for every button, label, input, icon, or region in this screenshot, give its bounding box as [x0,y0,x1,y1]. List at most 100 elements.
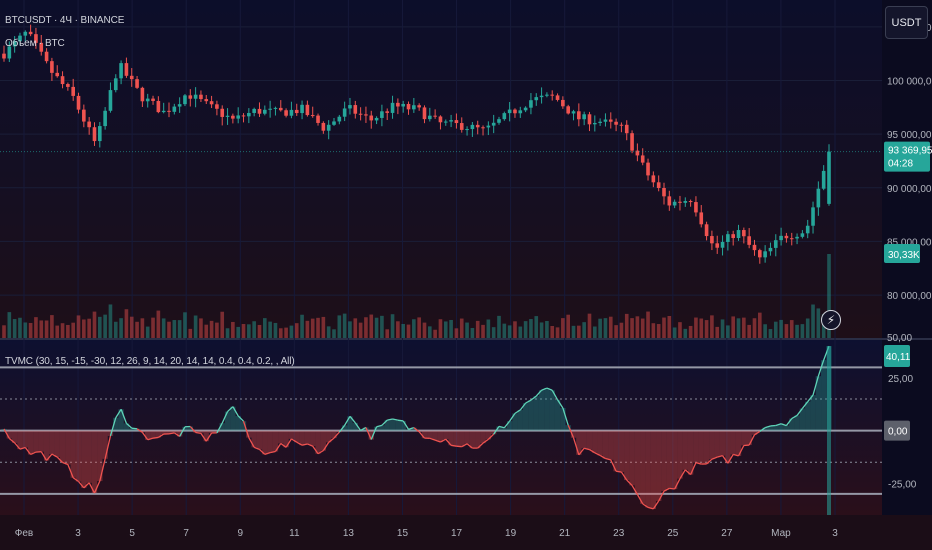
indicator-histogram-bar [161,430,167,435]
candle-body [358,113,363,115]
volume-bar [630,318,634,338]
indicator-line [237,415,244,422]
candle-body [720,241,725,248]
candle-body [342,108,347,117]
volume-bar [151,317,155,338]
volume-bar [619,322,624,338]
volume-bar [12,319,17,338]
volume-bar [545,321,549,338]
indicator-line [541,387,548,391]
candle-body [587,114,592,125]
candle-body [507,109,512,114]
indicator-line [551,389,559,401]
indicator-histogram-bar [49,430,55,455]
candle-body [225,115,230,117]
indicator-line [291,438,298,443]
candle-body [598,121,602,123]
indicator-histogram-bar [459,430,465,447]
indicator-histogram-bar [698,430,704,465]
indicator-line [338,424,346,433]
indicator-line [168,432,175,435]
indicator-line [525,399,532,404]
candle-body [199,94,203,100]
candle-body [433,115,437,117]
indicator-histogram-bar [240,421,247,431]
indicator-line [631,485,638,495]
indicator-histogram-bar [533,396,539,431]
volume-value-label: 30,33K [888,250,920,261]
indicator-line [227,406,234,413]
indicator-line [301,443,308,446]
candle-body [640,155,645,163]
indicator-histogram-bar [400,420,406,431]
candle-body [305,104,310,116]
volume-bar [422,322,427,338]
indicator-line [663,487,670,492]
indicator-line [99,458,106,482]
indicator-histogram-bar [352,422,358,431]
indicator-line [434,439,441,443]
indicator-histogram-bar [703,430,710,464]
indicator-line [722,455,729,464]
indicator-line [546,387,553,391]
volume-bar [321,316,326,338]
last-price-label: 93 369,95 [888,146,932,157]
volume-bar [209,320,214,338]
volume-bar [396,321,400,338]
volume-bar [662,317,666,338]
volume-bar [699,318,704,338]
indicator-line [46,453,53,461]
indicator-histogram-bar [427,430,433,439]
indicator-histogram-bar [368,430,374,440]
indicator-legend[interactable]: TVMC (30, 15, -15, -30, 12, 26, 9, 14, 2… [5,356,295,367]
volume-bar [18,317,22,338]
indicator-histogram-bar [294,430,300,443]
candle-body [454,120,459,124]
volume-bar [518,326,523,338]
price-tick-label: 85 000,00 [887,237,932,248]
indicator-line [440,438,447,443]
candle-body [39,42,44,52]
currency-button[interactable]: USDT [885,6,928,39]
indicator-line [589,449,596,454]
indicator-histogram-bar [246,430,252,438]
lightning-icon[interactable]: ⚡ [821,310,841,330]
indicator-histogram-bar [17,430,23,450]
indicator-line [636,494,644,505]
candle-body [683,201,688,203]
candle-body [252,108,256,113]
indicator-histogram-bar [443,430,449,440]
indicator-histogram-bar [139,430,146,433]
indicator-line [450,444,457,447]
indicator-histogram-bar [565,425,571,431]
time-tick-label: 13 [343,528,355,539]
candle-body [135,79,139,88]
volume-bar [204,324,209,338]
volume-bar [694,317,698,338]
indicator-line [349,415,356,424]
indicator-line [599,454,606,460]
indicator-histogram-bar [134,428,140,431]
indicator-histogram-bar [608,430,614,460]
indicator-line [370,426,378,440]
candle-body [811,207,815,226]
candle-body [241,115,246,117]
volume-bar [385,329,390,338]
volume-bar [805,318,810,338]
indicator-histogram-bar [773,425,779,431]
volume-legend[interactable]: Объем · BTC [5,38,65,49]
volume-bar [779,319,783,338]
volume-bar [555,327,560,338]
candle-body [50,61,54,73]
indicator-line [812,376,819,396]
time-tick-label: 15 [397,528,409,539]
indicator-line [578,447,585,456]
candle-body [795,236,799,239]
candle-body [108,90,113,111]
indicator-line [754,430,761,436]
indicator-histogram-bar [347,416,353,431]
symbol-title[interactable]: BTCUSDT · 4Ч · BINANCE [5,15,125,26]
candle-body [103,110,107,127]
indicator-histogram-bar [597,430,603,456]
